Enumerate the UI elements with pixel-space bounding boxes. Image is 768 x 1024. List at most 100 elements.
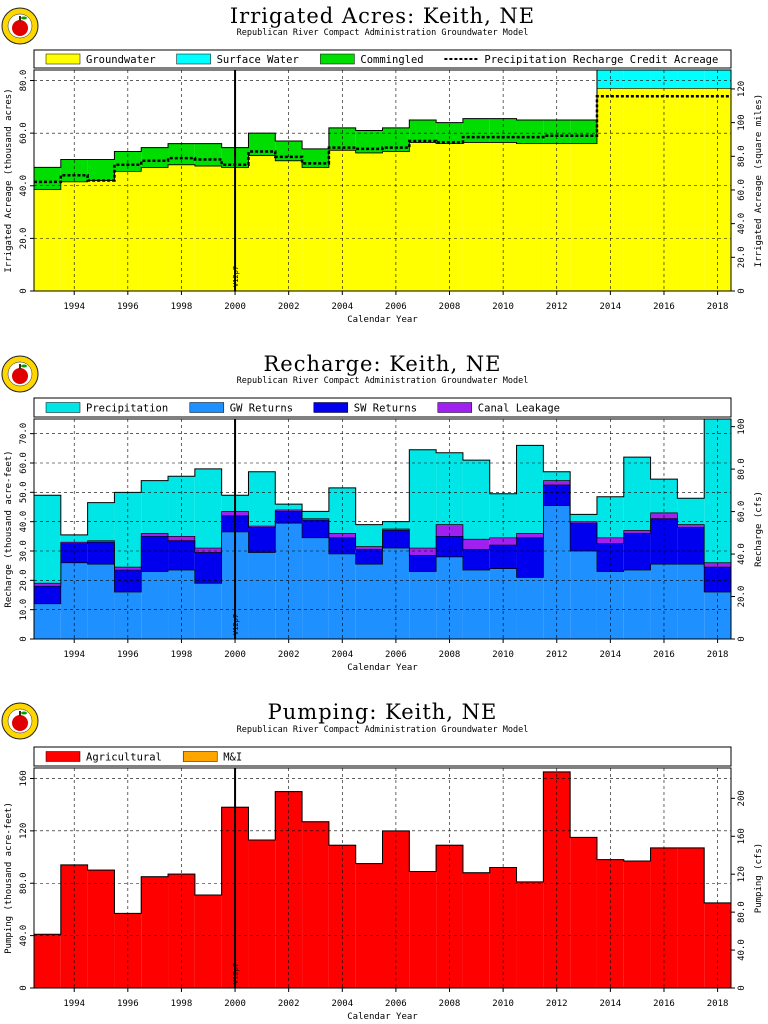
- bar-canal-leakage: [409, 548, 437, 556]
- bar-canal-leakage: [516, 533, 544, 538]
- bar-canal-leakage: [168, 536, 195, 541]
- bar-agricultural: [623, 860, 651, 988]
- legend-label: Precipitation Recharge Credit Acreage: [484, 54, 718, 66]
- bar-agricultural: [677, 847, 705, 988]
- y-tick-label: 60.0: [19, 122, 29, 144]
- bar-groundwater: [114, 171, 142, 291]
- x-tick-label: 2002: [278, 650, 300, 660]
- bar-sw-returns: [623, 533, 651, 571]
- bar-precipitation: [704, 419, 731, 563]
- x-axis-label: Calendar Year: [347, 1012, 418, 1022]
- bar-canal-leakage: [60, 542, 88, 544]
- bar-gw-returns: [409, 571, 437, 639]
- y-axis-label: Pumping (thousand acre-feet): [4, 802, 14, 954]
- bar-precipitation: [543, 471, 571, 481]
- x-tick-label: 2002: [278, 302, 300, 312]
- y-tick-label: 40.0: [19, 175, 29, 197]
- bar-sw-returns: [462, 549, 490, 571]
- x-tick-label: 2012: [546, 650, 568, 660]
- y2-tick-label: 20.0: [737, 586, 747, 608]
- bar-commingled: [409, 119, 437, 143]
- x-tick-label: 1994: [63, 999, 85, 1009]
- layer-boundary: [34, 505, 731, 605]
- bar-sw-returns: [302, 520, 329, 538]
- bar-gw-returns: [87, 564, 115, 639]
- bar-groundwater: [623, 88, 651, 292]
- logo-stem: [19, 16, 21, 21]
- logo-icon: [1, 355, 39, 393]
- bar-precipitation: [516, 445, 544, 534]
- bar-precipitation: [60, 534, 88, 543]
- bar-agricultural: [409, 871, 437, 988]
- y2-tick-label: 60.0: [737, 179, 747, 201]
- bar-canal-leakage: [436, 524, 463, 537]
- bar-groundwater: [248, 155, 276, 291]
- chart-subtitle: Republican River Compact Administration …: [237, 725, 529, 735]
- x-tick-label: 2000: [224, 650, 246, 660]
- bar-canal-leakage: [248, 526, 276, 528]
- y-tick-label: 60.0: [19, 452, 29, 474]
- logo-apple: [12, 368, 28, 384]
- bar-commingled: [34, 167, 61, 190]
- bar-gw-returns: [623, 570, 651, 639]
- x-tick-label: 1998: [171, 302, 193, 312]
- bar-gw-returns: [677, 564, 705, 639]
- y-tick-label: 20.0: [19, 228, 29, 250]
- legend-swatch: [320, 53, 355, 65]
- bar-sw-returns: [570, 523, 597, 551]
- bar-agricultural: [328, 845, 356, 988]
- y2-tick-label: 200: [737, 790, 747, 806]
- bar-surface-water: [650, 70, 678, 89]
- bar-gw-returns: [141, 571, 169, 639]
- legend-swatch: [189, 402, 225, 413]
- x-tick-label: 2012: [546, 999, 568, 1009]
- bar-canal-leakage: [34, 583, 61, 587]
- y2-tick-label: 40.0: [737, 213, 747, 235]
- y2-tick-label: 40.0: [737, 939, 747, 961]
- logo-icon: [1, 7, 39, 45]
- x-tick-label: 2016: [653, 650, 675, 660]
- chart-subtitle: Republican River Compact Administration …: [237, 28, 529, 38]
- y-tick-label: 40.0: [19, 925, 29, 947]
- y-tick-label: 0: [19, 288, 29, 293]
- y-tick-label: 0: [19, 636, 29, 641]
- bar-agricultural: [141, 876, 169, 988]
- bar-gw-returns: [328, 553, 356, 639]
- x-tick-label: 2016: [653, 999, 675, 1009]
- bar-agricultural: [704, 902, 731, 988]
- bar-agricultural: [34, 934, 61, 988]
- x-tick-label: 2010: [492, 999, 514, 1009]
- bar-precipitation: [462, 460, 490, 540]
- bar-precipitation: [194, 468, 222, 549]
- version-marker-label: V12p7: [232, 614, 240, 635]
- legend-label: SW Returns: [354, 403, 417, 415]
- y2-tick-label: 80.0: [737, 901, 747, 923]
- bar-precipitation: [34, 495, 61, 584]
- x-tick-label: 1996: [117, 302, 139, 312]
- bar-agricultural: [570, 837, 597, 988]
- bar-agricultural: [436, 845, 463, 988]
- y2-tick-label: 80.0: [737, 458, 747, 480]
- bar-canal-leakage: [355, 546, 383, 550]
- y2-tick-label: 100: [737, 114, 747, 130]
- bar-precipitation: [570, 514, 597, 522]
- bar-precipitation: [623, 457, 651, 531]
- y-tick-label: 80.0: [19, 70, 29, 92]
- y2-tick-label: 80.0: [737, 145, 747, 167]
- y2-tick-label: 60.0: [737, 501, 747, 523]
- bar-surface-water: [596, 70, 624, 89]
- x-tick-label: 2004: [331, 302, 353, 312]
- layer-boundary: [34, 771, 731, 935]
- x-axis-label: Calendar Year: [347, 315, 418, 325]
- bar-canal-leakage: [194, 548, 222, 553]
- bar-surface-water: [704, 70, 731, 89]
- y-tick-label: 70.0: [19, 423, 29, 445]
- logo-apple: [12, 715, 28, 731]
- y-tick-label: 20.0: [19, 569, 29, 591]
- chart-title: Recharge: Keith, NE: [264, 352, 502, 376]
- y2-tick-label: 120: [737, 866, 747, 882]
- bar-sw-returns: [355, 549, 383, 565]
- legend-label: Commingled: [360, 54, 423, 66]
- bar-gw-returns: [302, 537, 329, 639]
- bar-canal-leakage: [462, 539, 490, 550]
